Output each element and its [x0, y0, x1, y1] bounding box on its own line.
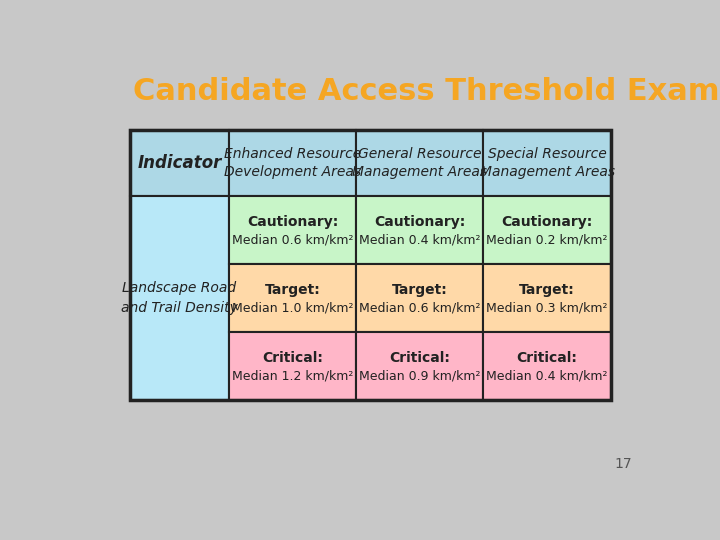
- Bar: [229, 264, 356, 332]
- Text: Indicator: Indicator: [138, 154, 222, 172]
- Bar: [130, 130, 229, 196]
- Text: General Resource
Management Areas: General Resource Management Areas: [352, 147, 487, 179]
- Text: Critical:: Critical:: [517, 351, 577, 365]
- Bar: [130, 130, 611, 400]
- Text: Critical:: Critical:: [390, 351, 450, 365]
- Bar: [229, 332, 356, 400]
- Text: Median 0.6 km/km²: Median 0.6 km/km²: [359, 302, 480, 315]
- Text: Median 0.4 km/km²: Median 0.4 km/km²: [359, 234, 480, 247]
- Bar: [356, 130, 483, 196]
- Text: Landscape Road
and Trail Density: Landscape Road and Trail Density: [121, 281, 238, 315]
- Bar: [483, 130, 611, 196]
- Text: Critical:: Critical:: [262, 351, 323, 365]
- Text: Enhanced Resource
Development Areas: Enhanced Resource Development Areas: [224, 147, 361, 179]
- Bar: [356, 264, 483, 332]
- Text: Median 0.4 km/km²: Median 0.4 km/km²: [487, 369, 608, 382]
- Text: Candidate Access Threshold Example: Candidate Access Threshold Example: [132, 77, 720, 106]
- Text: 17: 17: [615, 457, 632, 471]
- Bar: [483, 196, 611, 264]
- Text: Target:: Target:: [392, 283, 448, 297]
- Text: Special Resource
Management Areas: Special Resource Management Areas: [480, 147, 615, 179]
- Bar: [229, 196, 356, 264]
- Text: Target:: Target:: [519, 283, 575, 297]
- Bar: [483, 332, 611, 400]
- Text: Median 0.3 km/km²: Median 0.3 km/km²: [487, 302, 608, 315]
- Text: Median 1.2 km/km²: Median 1.2 km/km²: [232, 369, 353, 382]
- Text: Median 0.2 km/km²: Median 0.2 km/km²: [487, 234, 608, 247]
- Text: Median 0.6 km/km²: Median 0.6 km/km²: [232, 234, 354, 247]
- Bar: [229, 130, 356, 196]
- Text: Median 0.9 km/km²: Median 0.9 km/km²: [359, 369, 480, 382]
- Text: Cautionary:: Cautionary:: [247, 215, 338, 229]
- Bar: [483, 264, 611, 332]
- Text: Cautionary:: Cautionary:: [502, 215, 593, 229]
- Text: Cautionary:: Cautionary:: [374, 215, 465, 229]
- Bar: [356, 332, 483, 400]
- Text: Median 1.0 km/km²: Median 1.0 km/km²: [232, 302, 354, 315]
- Text: Target:: Target:: [264, 283, 320, 297]
- Bar: [356, 196, 483, 264]
- Bar: [130, 196, 229, 400]
